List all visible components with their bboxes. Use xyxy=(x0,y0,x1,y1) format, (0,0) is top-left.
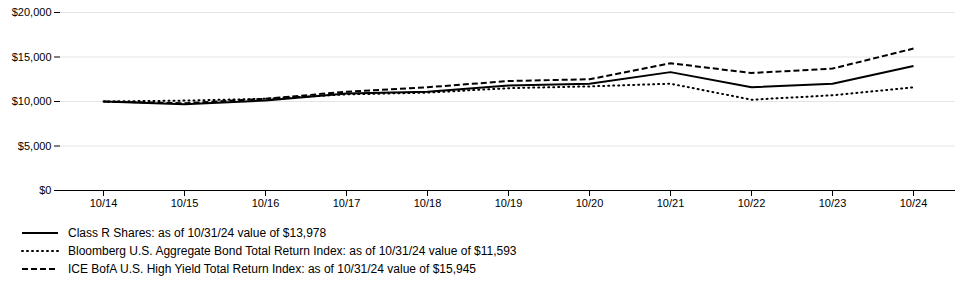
svg-text:$5,000: $5,000 xyxy=(18,140,52,152)
svg-text:10/23: 10/23 xyxy=(819,197,847,209)
svg-text:10/14: 10/14 xyxy=(90,197,118,209)
svg-text:$15,000: $15,000 xyxy=(12,51,52,63)
svg-text:10/18: 10/18 xyxy=(414,197,442,209)
svg-text:10/22: 10/22 xyxy=(738,197,766,209)
svg-text:10/19: 10/19 xyxy=(495,197,523,209)
html-text:Bloomberg U.S. Aggregate Bond: Bloomberg U.S. Aggregate Bond Total Retu… xyxy=(68,244,517,258)
svg-text:$10,000: $10,000 xyxy=(12,95,52,107)
svg-text:$0: $0 xyxy=(39,184,51,196)
html-text:ICE BofA U.S. High Yield Total: ICE BofA U.S. High Yield Total Return In… xyxy=(68,262,476,276)
svg-text:10/20: 10/20 xyxy=(576,197,604,209)
svg-text:10/16: 10/16 xyxy=(252,197,280,209)
html-text:Class R Shares: as of 10/31/24: Class R Shares: as of 10/31/24 value of … xyxy=(68,226,327,240)
svg-text:10/17: 10/17 xyxy=(333,197,361,209)
svg-text:$20,000: $20,000 xyxy=(12,6,52,18)
svg-text:10/21: 10/21 xyxy=(657,197,685,209)
svg-text:10/24: 10/24 xyxy=(900,197,928,209)
svg-text:10/15: 10/15 xyxy=(171,197,199,209)
